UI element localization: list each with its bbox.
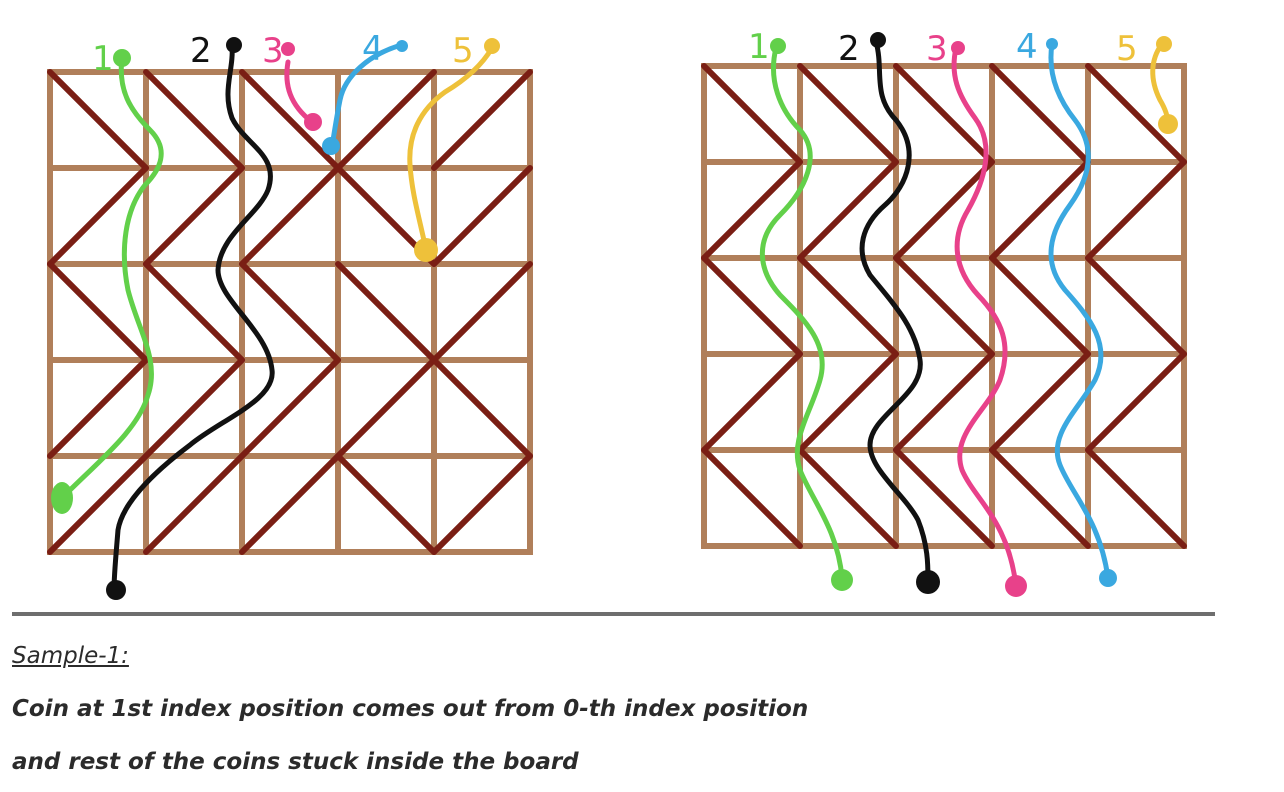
right-coin-4-end (1099, 569, 1117, 587)
left-label-5: 5 (452, 31, 474, 71)
left-label-3: 3 (262, 31, 284, 71)
left-path-coin-5 (407, 45, 495, 253)
left-board-grid (47, 69, 533, 555)
left-board: 1 2 3 4 5 (47, 29, 533, 600)
right-label-3: 3 (926, 29, 948, 69)
left-coin-1-end (51, 482, 73, 514)
left-board-diagonals (47, 69, 533, 555)
right-coin-4-start (1046, 38, 1058, 50)
right-board-diagonals (701, 63, 1187, 549)
right-path-coin-1 (759, 45, 845, 581)
left-coin-5-end (414, 238, 438, 262)
right-coin-1-end (831, 569, 853, 591)
right-path-coin-2 (859, 39, 931, 583)
right-coin-2-start (870, 32, 886, 48)
right-coin-3-end (1005, 575, 1027, 597)
left-path-coin-4 (329, 43, 401, 149)
caption-line-2: and rest of the coins stuck inside the b… (12, 749, 579, 775)
right-label-2: 2 (838, 29, 860, 69)
left-path-coin-1 (61, 55, 164, 499)
right-coin-1-start (770, 38, 786, 54)
left-label-4: 4 (362, 29, 384, 69)
left-coin-5-start (484, 38, 500, 54)
left-label-1: 1 (92, 39, 114, 79)
caption-line-1: Coin at 1st index position comes out fro… (12, 696, 809, 722)
right-label-4: 4 (1016, 27, 1038, 67)
right-path-coin-4 (1048, 41, 1111, 581)
right-coin-5-end (1158, 114, 1178, 134)
left-coin-2-end (106, 580, 126, 600)
right-coin-3-start (951, 41, 965, 55)
right-board: 1 2 3 4 5 (701, 27, 1187, 597)
left-coin-1-start (113, 49, 131, 67)
left-coins (51, 37, 500, 600)
left-label-2: 2 (190, 31, 212, 71)
right-label-1: 1 (748, 27, 770, 67)
left-coin-3-start (281, 42, 295, 56)
right-coin-labels: 1 2 3 4 5 (748, 27, 1138, 69)
caption-separator (12, 612, 1215, 616)
right-coin-paths (759, 39, 1171, 589)
right-path-coin-3 (951, 45, 1019, 589)
right-coins (770, 32, 1178, 597)
right-coin-2-end (916, 570, 940, 594)
right-coin-5-start (1156, 36, 1172, 52)
left-coin-4-start (396, 40, 408, 52)
left-coin-4-end (322, 137, 340, 155)
left-coin-paths (61, 42, 495, 593)
left-coin-labels: 1 2 3 4 5 (92, 29, 474, 79)
left-coin-3-end (304, 113, 322, 131)
right-label-5: 5 (1116, 29, 1138, 69)
coin-board-figure: 1 2 3 4 5 (47, 27, 1187, 600)
left-coin-2-start (226, 37, 242, 53)
left-path-coin-2 (111, 42, 275, 593)
sample-heading: Sample-1: (12, 643, 129, 669)
